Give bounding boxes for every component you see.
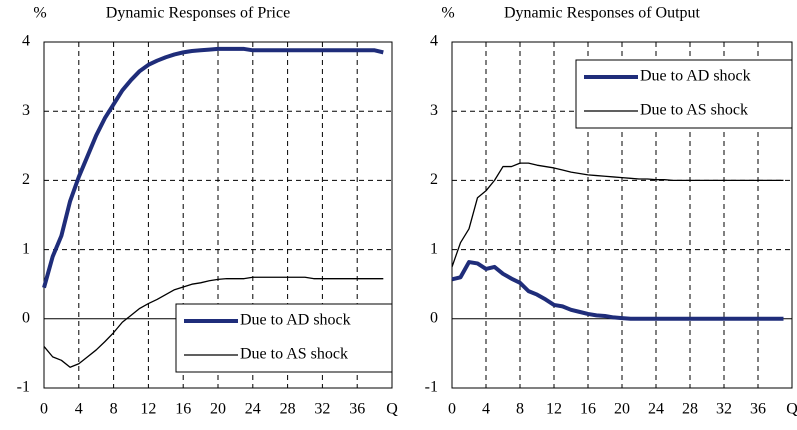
line-series — [43, 276, 384, 368]
y-tick-label: 3 — [430, 102, 438, 119]
legend-label: Due to AD shock — [640, 68, 751, 85]
x-tick-label: Q — [386, 401, 398, 418]
x-tick-label: 16 — [175, 401, 191, 418]
x-tick-label: 8 — [516, 401, 524, 418]
x-tick-label: 24 — [245, 401, 261, 418]
legend-box — [575, 59, 793, 129]
line-series — [451, 162, 784, 268]
y-axis-label: % — [33, 5, 46, 22]
x-tick-label: 32 — [314, 401, 330, 418]
y-tick-label: 1 — [430, 240, 438, 257]
chart-title: Dynamic Responses of Price — [106, 5, 290, 22]
x-tick-label: Q — [786, 401, 797, 418]
x-tick-label: 20 — [210, 401, 226, 418]
x-tick-label: 4 — [482, 401, 490, 418]
line-series — [451, 260, 784, 321]
y-tick-label: 2 — [22, 171, 30, 188]
y-tick-label: -1 — [425, 379, 438, 396]
legend-label: Due to AD shock — [240, 312, 351, 329]
x-tick-label: 20 — [614, 401, 630, 418]
x-tick-label: 12 — [140, 401, 156, 418]
legend-box — [175, 303, 393, 373]
x-tick-label: 16 — [580, 401, 596, 418]
y-tick-label: -1 — [17, 379, 30, 396]
y-tick-label: 4 — [22, 33, 30, 50]
x-tick-label: 36 — [349, 401, 365, 418]
x-tick-label: 32 — [716, 401, 732, 418]
y-tick-label: 3 — [22, 102, 30, 119]
x-tick-label: 28 — [682, 401, 698, 418]
y-tick-label: 1 — [22, 240, 30, 257]
chart-title: Dynamic Responses of Output — [504, 5, 701, 22]
y-tick-label: 2 — [430, 171, 438, 188]
x-tick-label: 8 — [110, 401, 118, 418]
x-tick-label: 12 — [546, 401, 562, 418]
y-tick-label: 0 — [22, 309, 30, 326]
y-tick-label: 4 — [430, 33, 438, 50]
x-tick-label: 0 — [448, 401, 456, 418]
y-tick-label: 0 — [430, 309, 438, 326]
legend-label: Due to AS shock — [640, 102, 748, 119]
x-tick-label: 28 — [280, 401, 296, 418]
x-tick-label: 4 — [75, 401, 83, 418]
y-axis-label: % — [441, 5, 454, 22]
line-series — [42, 46, 384, 289]
x-tick-label: 24 — [648, 401, 664, 418]
x-tick-label: 36 — [750, 401, 766, 418]
x-tick-label: 0 — [40, 401, 48, 418]
legend-label: Due to AS shock — [240, 346, 348, 363]
